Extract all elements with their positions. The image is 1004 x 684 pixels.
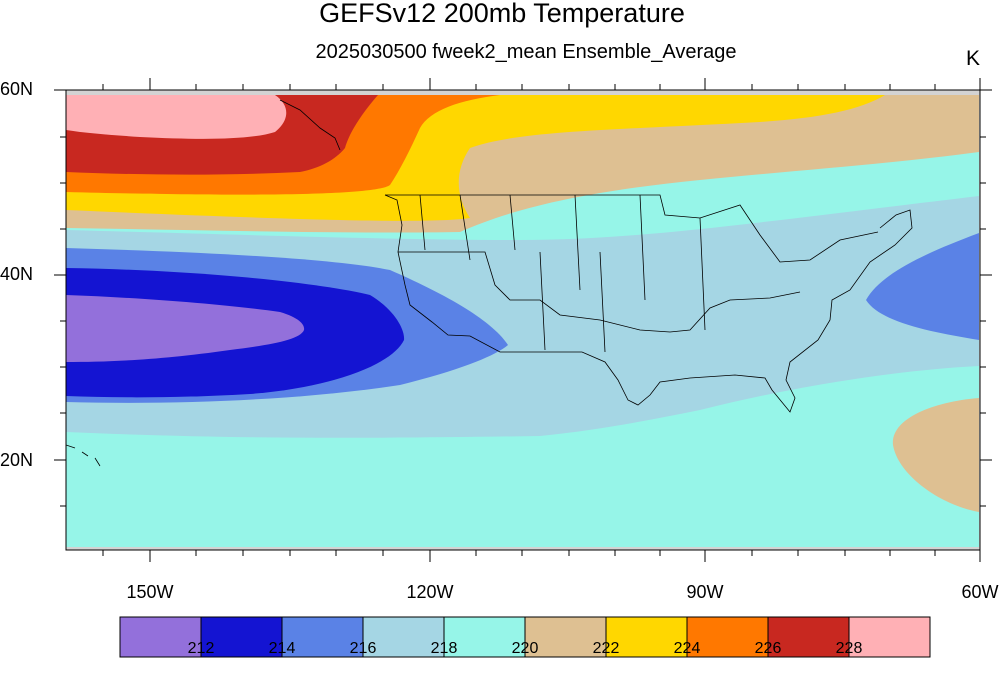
colorbar-tick-label: 224 bbox=[673, 640, 701, 657]
map-subtitle: 2025030500 fweek2_mean Ensemble_Average bbox=[315, 41, 737, 63]
colorbar-swatch bbox=[524, 616, 607, 658]
colorbar-swatch bbox=[362, 616, 445, 658]
colorbar-swatch bbox=[767, 616, 850, 658]
lat-label-60n: 60N bbox=[0, 79, 34, 99]
colorbar-swatch bbox=[200, 616, 283, 658]
colorbar-swatch bbox=[443, 616, 526, 658]
lat-label-40n: 40N bbox=[0, 264, 34, 284]
lat-label-20n: 20N bbox=[0, 450, 34, 470]
colorbar-swatch bbox=[119, 616, 202, 658]
lon-label-60w: 60W bbox=[961, 582, 999, 602]
contour-band-216-east bbox=[866, 233, 979, 340]
colorbar-swatch bbox=[281, 616, 364, 658]
map-title: GEFSv12 200mb Temperature bbox=[319, 0, 685, 28]
lon-label-120w: 120W bbox=[406, 582, 454, 602]
plot-frame bbox=[54, 78, 992, 562]
colorbar-tick-label: 212 bbox=[187, 640, 215, 657]
contour-band-222-south bbox=[892, 398, 979, 512]
colorbar-tick-label: 214 bbox=[268, 640, 296, 657]
units-label: K bbox=[966, 47, 981, 70]
colorbar bbox=[119, 616, 931, 658]
colorbar-tick-label: 222 bbox=[592, 640, 620, 657]
colorbar-tick-label: 218 bbox=[430, 640, 458, 657]
coastlines bbox=[66, 99, 913, 467]
colorbar-tick-label: 228 bbox=[835, 640, 863, 657]
contour-band-230 bbox=[66, 95, 287, 139]
colorbar-tick-label: 220 bbox=[511, 640, 539, 657]
colorbar-tick-label: 226 bbox=[754, 640, 782, 657]
colorbar-swatch bbox=[605, 616, 688, 658]
lon-label-90w: 90W bbox=[686, 582, 724, 602]
lon-label-150w: 150W bbox=[126, 582, 174, 602]
colorbar-swatch bbox=[848, 616, 931, 658]
contour-band-212 bbox=[66, 295, 305, 362]
colorbar-tick-label: 216 bbox=[349, 640, 377, 657]
